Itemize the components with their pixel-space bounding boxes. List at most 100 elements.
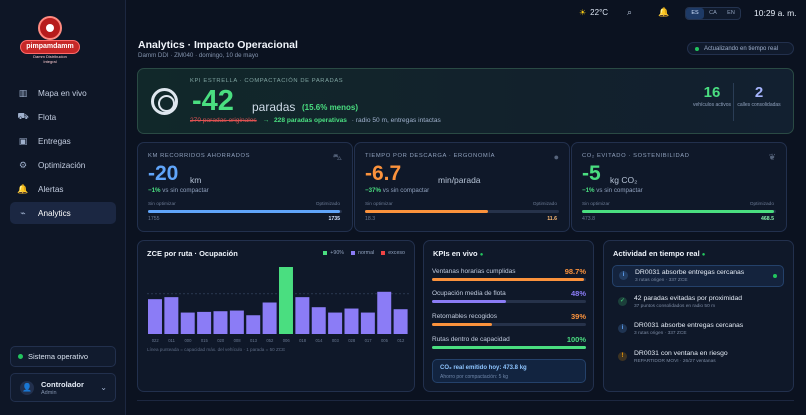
bar-014[interactable] xyxy=(311,307,326,334)
bar-022[interactable] xyxy=(148,299,162,334)
box-icon: ▣ xyxy=(18,135,28,146)
bar-011[interactable] xyxy=(164,297,179,334)
bar-012[interactable] xyxy=(393,309,408,334)
metric-progress-fill xyxy=(365,210,488,213)
kpi-progress-fill xyxy=(432,323,493,326)
activity-subtitle: 3 rutas origen · 337 ZCE xyxy=(635,278,688,283)
metric-left-label: Sin optimizar xyxy=(148,202,176,207)
target-icon xyxy=(151,88,178,115)
user-role: Admin xyxy=(41,390,57,396)
sidebar-item-analytics[interactable]: ⌁ Analytics xyxy=(10,202,116,224)
tick-label: 013 xyxy=(250,338,258,343)
main-content: ☀ 22°C ⌕ 🔔 ES CA EN 10:29 a. m. Analytics ·… xyxy=(127,0,806,415)
legend-swatch xyxy=(381,251,386,255)
kpi-row-1: Ventanas horarias cumplidas 98.7% xyxy=(432,267,586,282)
sidebar-item-label: Entregas xyxy=(38,136,71,146)
gear-icon: ⚙ xyxy=(18,159,28,170)
tick-label: 005 xyxy=(381,338,389,343)
bar-000[interactable] xyxy=(180,312,195,334)
bar-018[interactable] xyxy=(295,297,310,334)
bar-006[interactable] xyxy=(279,267,293,334)
bar-028[interactable] xyxy=(344,308,359,334)
brand-logo[interactable]: pimpamdamm Damm Distribucion Integral xyxy=(18,12,82,64)
status-dot-icon xyxy=(18,354,23,359)
brand-name: pimpamdamm xyxy=(26,43,74,50)
warning-icon: ! xyxy=(618,352,627,361)
activity-item[interactable]: ✓ 42 paradas evitadas por proximidad 37 … xyxy=(612,292,784,314)
sidebar-item-optimizaci-n[interactable]: ⚙ Optimización xyxy=(10,154,116,176)
next-section-edge xyxy=(137,400,794,415)
kpi-label: Ventanas horarias cumplidas xyxy=(432,268,516,275)
brand-subtitle: Damm Distribucion Integral xyxy=(33,54,67,64)
bar-017[interactable] xyxy=(360,312,375,334)
tick-label: 012 xyxy=(397,338,405,343)
chevron-down-icon: ⌄ xyxy=(100,383,107,392)
sidebar-item-alertas[interactable]: 🔔 Alertas xyxy=(10,178,116,200)
sidebar-item-mapa-en-vivo[interactable]: ▥ Mapa en vivo xyxy=(10,82,116,104)
metric-unit: km xyxy=(190,175,202,185)
hero-value: -42 xyxy=(192,85,234,117)
legend-label: exceso xyxy=(388,250,405,256)
tick-label: 020 xyxy=(217,338,225,343)
kpi-label: Ocupación media de flota xyxy=(432,290,506,297)
info-icon: i xyxy=(618,324,627,333)
co2-saving: Ahorro por compactación: 5 kg xyxy=(440,374,509,380)
bar-008[interactable] xyxy=(229,310,244,334)
sidebar-item-entregas[interactable]: ▣ Entregas xyxy=(10,130,116,152)
metric-value: -20 xyxy=(148,162,179,185)
activity-title-text: Actividad en tiempo real xyxy=(613,249,700,258)
language-option-ca[interactable]: CA xyxy=(709,10,717,16)
metric-card-2: TIEMPO POR DESCARGA · ERGONOMÍA ● -6.7 m… xyxy=(354,142,570,232)
info-icon: i xyxy=(619,271,628,280)
chart-icon: ⌁ xyxy=(20,207,26,218)
bar-003[interactable] xyxy=(328,312,343,334)
kpi-percent: 39% xyxy=(570,312,586,321)
metric-progress-track xyxy=(582,210,776,213)
page-subtitle: Damm DDI · ZM040 · domingo, 10 de mayo xyxy=(138,52,259,59)
notifications-bell-icon[interactable]: 🔔 xyxy=(658,7,670,17)
metric-right-number: 468.5 xyxy=(761,216,774,222)
clock-icon: ● xyxy=(553,152,559,162)
activity-item[interactable]: ! DR0031 con ventana en riesgo REPARTIDO… xyxy=(612,347,784,369)
live-dot-icon xyxy=(695,46,699,51)
bar-020[interactable] xyxy=(213,311,228,334)
kpi-progress-fill xyxy=(432,300,506,303)
original-stops: 270 paradas originales xyxy=(190,117,257,124)
bar-013[interactable] xyxy=(246,315,261,334)
leaf-icon: ❦ xyxy=(768,152,776,162)
hero-detail: 270 paradas originales → 228 paradas ope… xyxy=(190,117,441,124)
tick-label: 052 xyxy=(266,338,274,343)
user-name: Controlador xyxy=(41,380,84,389)
kpi-progress-fill xyxy=(432,346,586,349)
tick-label: 003 xyxy=(332,338,340,343)
activity-subtitle: 37 puntos consolidados en radio 50 m xyxy=(634,304,716,309)
legend-label: normal xyxy=(358,250,375,256)
activity-subtitle: 3 rutas origen · 337 ZCE xyxy=(634,331,687,336)
metric-unit: kg CO₂ xyxy=(610,175,638,185)
kpi-percent: 98.7% xyxy=(564,267,586,276)
bell-icon: 🔔 xyxy=(17,183,29,194)
sidebar-item-label: Flota xyxy=(38,112,57,122)
metric-delta-text: vs sin compactar xyxy=(596,187,643,194)
bar-052[interactable] xyxy=(262,302,277,334)
metric-right-number: 1735 xyxy=(328,216,340,222)
temperature: 22°C xyxy=(590,8,609,17)
search-icon[interactable]: ⌕ xyxy=(627,7,633,17)
hero-percent: (15.6% menos) xyxy=(302,103,359,112)
truck-icon: ⛟ xyxy=(17,111,29,121)
metric-delta: −37% vs sin compactar xyxy=(365,187,429,194)
language-option-es[interactable]: ES xyxy=(686,8,704,19)
metric-progress-track xyxy=(365,210,559,213)
system-status-label: Sistema operativo xyxy=(28,352,89,361)
sidebar-item-flota[interactable]: ⛟ Flota xyxy=(10,106,116,128)
sidebar-item-label: Alertas xyxy=(38,184,64,194)
bar-015[interactable] xyxy=(197,311,212,334)
language-option-en[interactable]: EN xyxy=(727,10,735,16)
activity-item[interactable]: i DR0031 absorbe entregas cercanas 3 rut… xyxy=(612,265,784,287)
legend-swatch xyxy=(351,251,355,255)
user-menu[interactable]: 👤 Controlador Admin ⌄ xyxy=(10,373,116,402)
activity-item[interactable]: i DR0031 absorbe entregas cercanas 3 rut… xyxy=(612,319,784,341)
tick-label: 015 xyxy=(201,338,209,343)
bar-005[interactable] xyxy=(377,291,392,334)
tick-label: 006 xyxy=(283,338,291,343)
